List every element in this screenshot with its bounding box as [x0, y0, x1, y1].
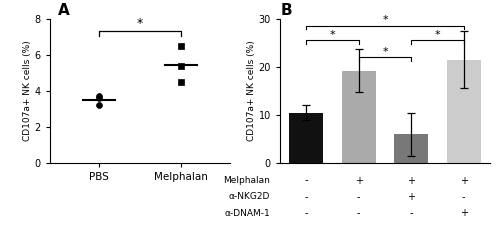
Text: -: - — [357, 192, 360, 202]
Text: +: + — [355, 176, 363, 185]
Bar — [289, 113, 324, 163]
Text: A: A — [58, 3, 70, 18]
Point — [95, 96, 103, 100]
Text: -: - — [357, 208, 360, 218]
Text: *: * — [382, 47, 388, 57]
Text: Melphalan: Melphalan — [223, 176, 270, 185]
Text: +: + — [460, 176, 468, 185]
Y-axis label: CD107a+ NK cells (%): CD107a+ NK cells (%) — [23, 41, 32, 141]
Bar — [342, 71, 376, 163]
Text: -: - — [304, 208, 308, 218]
Text: -: - — [304, 176, 308, 185]
Text: B: B — [281, 3, 292, 18]
Point — [95, 103, 103, 107]
Text: -: - — [462, 192, 466, 202]
Text: α-DNAM-1: α-DNAM-1 — [224, 209, 270, 218]
Text: -: - — [410, 208, 413, 218]
Y-axis label: CD107a+ NK cells (%): CD107a+ NK cells (%) — [247, 41, 256, 141]
Text: α-NKG2D: α-NKG2D — [228, 192, 270, 201]
Text: +: + — [460, 208, 468, 218]
Text: +: + — [407, 176, 415, 185]
Text: -: - — [304, 192, 308, 202]
Bar — [394, 134, 428, 163]
Text: *: * — [137, 17, 143, 30]
Text: *: * — [382, 15, 388, 25]
Text: +: + — [407, 192, 415, 202]
Point — [177, 80, 185, 84]
Point — [177, 44, 185, 48]
Text: *: * — [434, 30, 440, 40]
Text: *: * — [330, 30, 336, 40]
Bar — [446, 60, 481, 163]
Point — [177, 65, 185, 68]
Point — [95, 94, 103, 98]
